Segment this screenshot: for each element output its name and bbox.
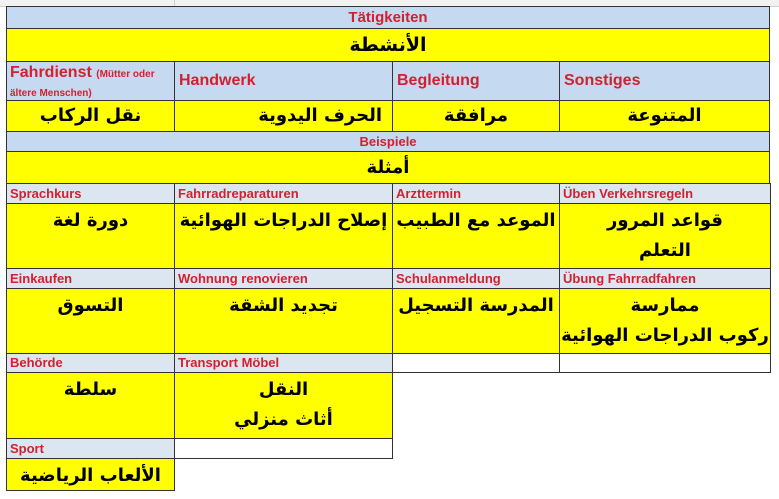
example-ar-text: التعلم bbox=[639, 240, 691, 261]
example-ar-text: النقل bbox=[258, 379, 309, 400]
example-ar-text: أثاث منزلي bbox=[234, 409, 333, 430]
example-ar-text: التسوق bbox=[57, 295, 124, 316]
example-ar-text: ممارسة bbox=[630, 295, 700, 316]
example-label[interactable]: Wohnung renovieren bbox=[174, 268, 393, 289]
category-fahrdienst[interactable]: Fahrdienst (Mütter oder ältere Menschen) bbox=[6, 61, 175, 101]
example-ar-text: تجديد الشقة bbox=[229, 295, 338, 316]
example-cell[interactable]: الموعد مع الطبيب bbox=[392, 203, 560, 269]
example-cell[interactable]: إصلاح الدراجات الهوائية bbox=[174, 203, 393, 269]
example-cell[interactable]: ممارسة ركوب الدراجات الهوائية bbox=[559, 288, 771, 354]
example-cell[interactable]: سلطة bbox=[6, 372, 175, 439]
example-label[interactable]: Arzttermin bbox=[392, 183, 560, 204]
category-ar[interactable]: المتنوعة bbox=[559, 100, 770, 132]
category-ar[interactable]: مرافقة bbox=[392, 100, 560, 132]
example-ar-text: دورة لغة bbox=[52, 210, 129, 231]
example-cell[interactable]: النقل أثاث منزلي bbox=[174, 372, 393, 439]
example-ar-text: ركوب الدراجات الهوائية bbox=[561, 325, 769, 346]
category-sonstiges[interactable]: Sonstiges bbox=[559, 61, 770, 101]
example-label[interactable]: Behörde bbox=[6, 353, 175, 373]
example-label[interactable]: Übung Fahrradfahren bbox=[559, 268, 771, 289]
example-cell[interactable]: الألعاب الرياضية bbox=[6, 458, 175, 491]
empty-cell[interactable] bbox=[559, 353, 771, 373]
category-ar[interactable]: الحرف اليدوية bbox=[174, 100, 393, 132]
example-label[interactable]: Sprachkurs bbox=[6, 183, 175, 204]
example-cell[interactable]: قواعد المرور التعلم bbox=[559, 203, 771, 269]
example-cell[interactable]: دورة لغة bbox=[6, 203, 175, 269]
empty-cell[interactable] bbox=[174, 438, 393, 459]
empty-cell[interactable] bbox=[392, 353, 560, 373]
title-de[interactable]: Tätigkeiten bbox=[6, 6, 770, 29]
example-ar-text: قواعد المرور bbox=[607, 210, 723, 231]
example-ar-text: إصلاح الدراجات الهوائية bbox=[179, 210, 388, 231]
example-label[interactable]: Transport Möbel bbox=[174, 353, 393, 373]
example-label[interactable]: Üben Verkehrsregeln bbox=[559, 183, 771, 204]
example-label[interactable]: Fahrradreparaturen bbox=[174, 183, 393, 204]
category-ar[interactable]: نقل الركاب bbox=[6, 100, 175, 132]
example-ar-text: الألعاب الرياضية bbox=[20, 465, 161, 486]
example-cell[interactable]: التسوق bbox=[6, 288, 175, 354]
category-begleitung[interactable]: Begleitung bbox=[392, 61, 560, 101]
example-label[interactable]: Einkaufen bbox=[6, 268, 175, 289]
examples-ar[interactable]: أمثلة bbox=[6, 151, 770, 184]
example-ar-text: سلطة bbox=[63, 379, 118, 400]
example-cell[interactable]: تجديد الشقة bbox=[174, 288, 393, 354]
category-handwerk[interactable]: Handwerk bbox=[174, 61, 393, 101]
examples-de[interactable]: Beispiele bbox=[6, 131, 770, 152]
title-ar[interactable]: الأنشطة bbox=[6, 28, 770, 62]
example-ar-text: الموعد مع الطبيب bbox=[396, 210, 556, 231]
gridline bbox=[174, 0, 175, 6]
example-cell[interactable]: المدرسة التسجيل bbox=[392, 288, 560, 354]
example-label[interactable]: Schulanmeldung bbox=[392, 268, 560, 289]
example-label[interactable]: Sport bbox=[6, 438, 175, 459]
example-ar-text: المدرسة التسجيل bbox=[398, 295, 554, 316]
